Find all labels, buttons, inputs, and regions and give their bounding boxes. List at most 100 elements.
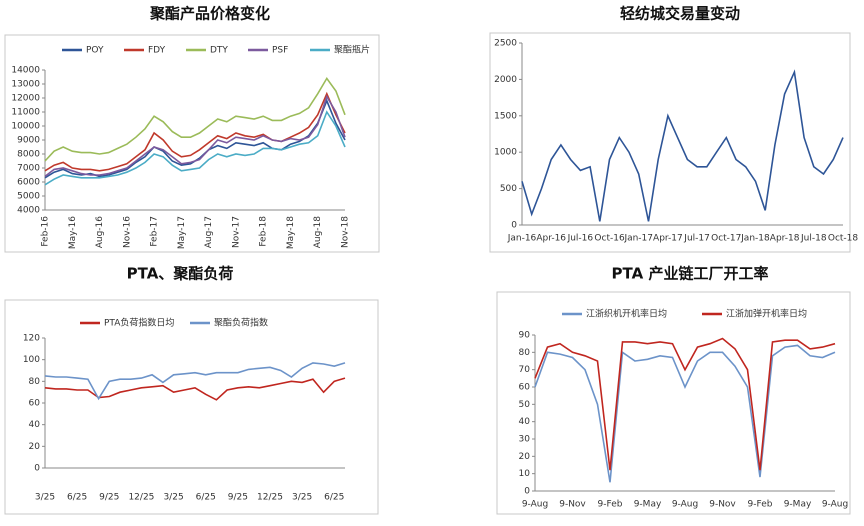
legend-label: 江浙加弹开机率日均 xyxy=(726,308,807,320)
y-tick-label: 4000 xyxy=(17,206,40,216)
legend-label: 聚酯瓶片 xyxy=(334,44,370,56)
x-tick-label: Feb-18 xyxy=(259,216,269,247)
x-tick-label: Feb-17 xyxy=(150,216,160,247)
x-tick-label: 9-Aug xyxy=(822,500,848,510)
y-tick-label: 13000 xyxy=(11,80,40,90)
x-tick-label: 6/25 xyxy=(324,493,344,503)
x-tick-label: 3/25 xyxy=(292,493,312,503)
y-tick-label: 40 xyxy=(519,417,531,427)
x-tick-label: Oct-18 xyxy=(828,234,859,244)
y-tick-label: 9000 xyxy=(17,136,40,146)
panel xyxy=(4,34,380,253)
panel xyxy=(4,299,379,515)
x-tick-label: Feb-16 xyxy=(41,216,51,247)
y-tick-label: 0 xyxy=(34,464,40,474)
legend-label: PSF xyxy=(272,46,288,56)
y-tick-label: 40 xyxy=(29,420,41,430)
x-tick-label: 12/25 xyxy=(128,493,154,503)
x-tick-label: Oct-16 xyxy=(594,234,625,244)
y-tick-label: 70 xyxy=(519,365,531,375)
y-tick-label: 20 xyxy=(29,442,41,452)
x-tick-label: May-18 xyxy=(286,216,296,249)
y-tick-label: 10 xyxy=(519,469,531,479)
x-tick-label: Nov-17 xyxy=(231,216,241,248)
y-tick-label: 5000 xyxy=(17,192,40,202)
x-tick-label: Jul-16 xyxy=(567,234,594,244)
panel xyxy=(489,32,851,253)
legend-label: 聚酯负荷指数 xyxy=(214,317,268,329)
x-tick-label: 6/25 xyxy=(67,493,87,503)
y-tick-label: 8000 xyxy=(17,150,40,160)
y-tick-label: 60 xyxy=(519,383,531,393)
series-line xyxy=(44,362,346,401)
legend-label: 江浙织机开机率日均 xyxy=(586,308,667,320)
series-line xyxy=(44,110,346,186)
x-tick-label: Aug-18 xyxy=(313,216,323,249)
x-tick-label: Aug-16 xyxy=(95,216,105,249)
x-tick-label: 9-Feb xyxy=(748,500,773,510)
x-tick-label: 3/25 xyxy=(35,493,55,503)
y-tick-label: 11000 xyxy=(11,108,40,118)
y-tick-label: 2500 xyxy=(494,39,517,49)
chart-title: 轻纺城交易量变动 xyxy=(620,5,740,23)
x-tick-label: 3/25 xyxy=(163,493,183,503)
y-tick-label: 2000 xyxy=(494,75,517,85)
series-line xyxy=(44,377,346,401)
legend-label: POY xyxy=(86,46,104,56)
series-line xyxy=(534,344,836,483)
x-tick-label: May-16 xyxy=(68,216,78,249)
legend-label: FDY xyxy=(148,46,166,56)
x-tick-label: Jul-18 xyxy=(800,234,827,244)
x-tick-label: 9-Feb xyxy=(598,500,623,510)
x-tick-label: Apr-17 xyxy=(653,234,683,244)
y-tick-label: 30 xyxy=(519,435,531,445)
x-tick-label: Jan-18 xyxy=(740,234,770,244)
panel xyxy=(496,291,851,515)
y-tick-label: 120 xyxy=(23,334,40,344)
y-tick-label: 1000 xyxy=(494,148,517,158)
x-tick-label: Jan-16 xyxy=(507,234,537,244)
y-tick-label: 1500 xyxy=(494,111,517,121)
series-line xyxy=(44,76,346,162)
y-tick-label: 20 xyxy=(519,452,531,462)
x-tick-label: Apr-16 xyxy=(536,234,566,244)
legend-label: PTA负荷指数日均 xyxy=(104,317,174,329)
y-tick-label: 50 xyxy=(519,400,531,410)
x-tick-label: 9/25 xyxy=(99,493,119,503)
y-tick-label: 80 xyxy=(519,348,531,358)
x-tick-label: Jan-17 xyxy=(623,234,653,244)
chart-title: PTA、聚酯负荷 xyxy=(127,265,234,283)
y-tick-label: 0 xyxy=(511,221,517,231)
x-tick-label: 9/25 xyxy=(228,493,248,503)
x-tick-label: 6/25 xyxy=(196,493,216,503)
x-tick-label: 9-May xyxy=(784,500,812,510)
y-tick-label: 14000 xyxy=(11,66,40,76)
series-line xyxy=(44,91,346,172)
y-tick-label: 0 xyxy=(524,487,530,497)
y-tick-label: 12000 xyxy=(11,94,40,104)
x-tick-label: Nov-18 xyxy=(341,216,351,248)
y-tick-label: 10000 xyxy=(11,122,40,132)
x-tick-label: 9-Aug xyxy=(672,500,698,510)
series-line xyxy=(534,337,836,471)
series-line xyxy=(44,94,346,178)
x-tick-label: 9-Nov xyxy=(559,500,586,510)
x-tick-label: Aug-17 xyxy=(204,216,214,248)
x-tick-label: 9-Nov xyxy=(709,500,736,510)
x-tick-label: Jul-17 xyxy=(683,234,710,244)
series-line xyxy=(521,69,844,222)
y-tick-label: 60 xyxy=(29,399,41,409)
x-tick-label: May-17 xyxy=(177,216,187,249)
y-tick-label: 6000 xyxy=(17,178,40,188)
chart-title: PTA 产业链工厂开工率 xyxy=(612,265,769,283)
y-tick-label: 100 xyxy=(23,355,40,365)
chart-title: 聚酯产品价格变化 xyxy=(149,5,270,23)
x-tick-label: 9-Aug xyxy=(522,500,548,510)
x-tick-label: Oct-17 xyxy=(711,234,741,244)
y-tick-label: 500 xyxy=(500,184,517,194)
legend-label: DTY xyxy=(210,46,228,56)
x-tick-label: Nov-16 xyxy=(122,216,132,248)
y-tick-label: 7000 xyxy=(17,164,40,174)
y-tick-label: 80 xyxy=(29,377,41,387)
